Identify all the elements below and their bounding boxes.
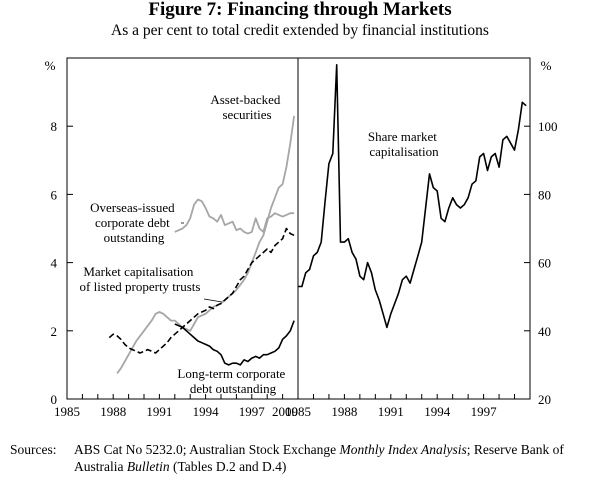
label-overseas-issued-corporate-debt: Overseas-issued corporate debt outstandi…: [90, 200, 178, 245]
x-tick-label: 2000: [272, 404, 298, 419]
y-tick-label-left: 4: [51, 256, 58, 271]
label-listed-property-trusts: Market capitalisation of listed property…: [80, 264, 201, 294]
sources-text-2: ; Reserve Bank of Australia: [74, 442, 564, 474]
sources-text-1: ABS Cat No 5232.0; Australian Stock Exch…: [74, 442, 340, 457]
sources-publication-1: Monthly Index Analysis: [339, 442, 467, 457]
y-tick-label-right: 60: [538, 256, 551, 271]
leader-line-property-trusts: [203, 298, 223, 303]
x-tick-label: 1991: [146, 404, 172, 419]
right-axis-unit: %: [541, 58, 552, 73]
series-line-long-term-corporate-debt-outstanding: [174, 320, 295, 366]
x-tick-label: 1997: [239, 404, 266, 419]
x-tick-label: 1988: [100, 404, 126, 419]
ticks: 0 2 4 6 8 1985 1988 1991 1994 1997 2000 20 40 60 80 100…: [51, 119, 558, 419]
series-line-asset-backed-securities: [116, 115, 295, 374]
y-tick-label-left: 2: [51, 324, 58, 339]
y-tick-label-right: 80: [538, 187, 551, 202]
chart: % % 0 2 4 6 8 1985 1988 1991 1994 1997 2000 20 40 60 8…: [45, 57, 558, 419]
x-tick-label: 1985: [285, 404, 311, 419]
x-tick-label: 1985: [54, 404, 80, 419]
series-line-share-market-capitalisation: [298, 63, 527, 329]
x-tick-label: 1994: [424, 404, 451, 419]
y-tick-label-left: 8: [51, 119, 58, 134]
y-tick-label-right: 100: [538, 119, 558, 134]
y-tick-label-right: 20: [538, 392, 551, 407]
series-lines: [108, 63, 527, 374]
y-tick-label-left: 6: [51, 187, 58, 202]
label-share-market-capitalisation: Share market capitalisation: [368, 129, 440, 159]
x-tick-label: 1991: [378, 404, 404, 419]
label-asset-backed-securities: Asset-backed securities: [210, 92, 283, 122]
y-tick-label-left: 0: [51, 392, 58, 407]
sources-publication-2: Bulletin: [126, 459, 170, 474]
sources-label: Sources:: [10, 442, 57, 457]
chart-title: Figure 7: Financing through Markets: [148, 0, 452, 20]
series-line-overseas-issued-corporate-debt-outstanding: [174, 198, 295, 235]
series-line-market-capitalisation-of-listed-property-trusts: [108, 227, 295, 354]
chart-subtitle: As a per cent to total credit extended b…: [111, 22, 489, 39]
y-tick-label-right: 40: [538, 324, 551, 339]
x-tick-label: 1994: [193, 404, 220, 419]
label-long-term-corporate-debt: Long-term corporate debt outstanding: [177, 366, 288, 396]
x-tick-label: 1988: [331, 404, 357, 419]
left-axis-unit: %: [45, 58, 56, 73]
sources-text-3: (Tables D.2 and D.4): [169, 459, 287, 474]
sources-text: ABS Cat No 5232.0; Australian Stock Exch…: [74, 441, 600, 475]
x-tick-label: 1997: [471, 404, 498, 419]
